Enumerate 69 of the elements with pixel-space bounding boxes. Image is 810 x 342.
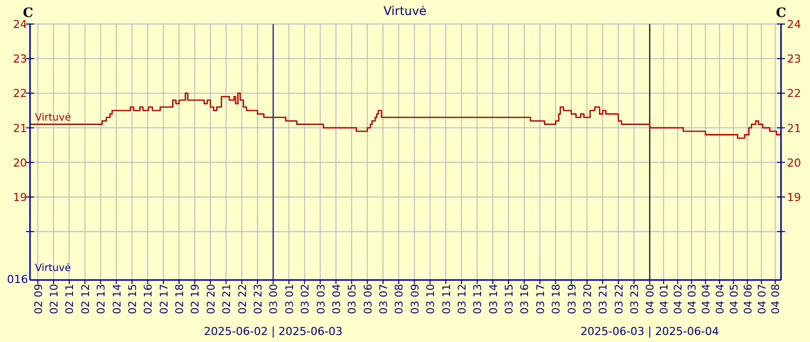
x-tick-label: 03 07 [378, 284, 390, 314]
y-tick-label: 19 [13, 190, 27, 204]
x-tick-label: 04 04 [714, 284, 727, 314]
x-tick-label: 02 23 [252, 284, 264, 314]
series-label: Virtuvė [35, 112, 71, 124]
x-tick-label: 04 07 [756, 284, 768, 314]
x-tick-label: 02 12 [80, 284, 92, 314]
x-tick-label: 02 17 [158, 284, 170, 314]
x-tick-label: 02 16 [142, 284, 155, 314]
x-tick-label: 02 20 [205, 284, 218, 314]
x-tick-label: 02 14 [111, 284, 124, 314]
x-tick-label: 04 03 [686, 284, 699, 314]
x-tick-label: 02 21 [221, 284, 234, 314]
x-tick-label: 02 22 [236, 284, 249, 314]
x-tick-label: 03 10 [425, 284, 438, 314]
x-tick-label: 03 19 [566, 284, 578, 314]
y2-tick-label: 20 [787, 156, 801, 170]
x-tick-label: 03 08 [394, 284, 406, 314]
x-tick-label: 04 06 [742, 284, 754, 314]
x-tick-label: 03 01 [284, 284, 296, 314]
x-tick-label: 03 18 [550, 284, 563, 314]
y2-tick-label: 21 [787, 122, 801, 135]
x-tick-label: 04 05 [728, 284, 740, 314]
x-tick-label: 03 09 [409, 284, 422, 314]
annotation: Virtuvė [35, 263, 71, 274]
x-tick-label: 03 05 [346, 284, 359, 314]
x-tick-label: 02 13 [96, 284, 108, 314]
x-tick-label: 04 01 [658, 284, 671, 314]
x-tick-label: 04 08 [770, 284, 782, 314]
x-tick-label: 03 00 [268, 284, 280, 314]
text: 2025-06-02 | 2025-06-03 [204, 325, 342, 338]
x-tick-label: 03 22 [613, 284, 626, 314]
text: 2025-06-03 | 2025-06-04 [580, 325, 720, 338]
x-tick-label: 03 06 [362, 284, 374, 314]
x-tick-label: 03 04 [330, 284, 343, 314]
y-axis-title: C [22, 6, 34, 21]
y2-axis-title: C [776, 6, 786, 21]
x-tick-label: 02 19 [190, 284, 202, 314]
x-tick-label: 03 21 [598, 284, 610, 314]
chart-title: Virtuvė [383, 4, 427, 18]
x-tick-label: 03 03 [315, 284, 328, 314]
y-tick-label: 21 [13, 122, 27, 135]
x-tick-label: 03 02 [300, 284, 312, 314]
x-tick-label: 03 20 [582, 284, 594, 314]
y2-tick-label: 23 [787, 52, 801, 66]
y-tick-label: 22 [13, 87, 27, 100]
x-tick-label: 03 23 [629, 284, 642, 314]
x-tick-label: 03 17 [534, 284, 547, 314]
y-tick-label: 23 [13, 52, 27, 66]
y2-tick-label: 19 [787, 190, 801, 204]
x-tick-label: 03 16 [519, 284, 532, 314]
y2-tick-label: 24 [787, 18, 801, 31]
x-tick-label: 02 15 [126, 284, 139, 314]
y2-tick-label: 22 [787, 87, 801, 100]
x-tick-label: 03 12 [456, 284, 468, 314]
x-tick-label: 02 09 [32, 284, 45, 314]
x-tick-label: 04 02 [672, 284, 685, 314]
x-tick-label: 02 10 [48, 284, 61, 314]
y-tick-label: 24 [13, 18, 27, 31]
x-tick-label: 03 14 [488, 284, 500, 314]
x-tick-label: 02 18 [174, 284, 186, 314]
y-tick-label: 20 [13, 156, 27, 170]
x-tick-label: 04 00 [644, 284, 657, 314]
x-tick-label: 03 11 [440, 284, 453, 314]
x-tick-label: 02 11 [64, 284, 76, 314]
x-tick-label: 03 15 [504, 284, 516, 314]
x-tick-label: 03 13 [472, 284, 484, 314]
x-tick-label: 04 04 [700, 284, 712, 314]
text: 016 [7, 273, 28, 286]
